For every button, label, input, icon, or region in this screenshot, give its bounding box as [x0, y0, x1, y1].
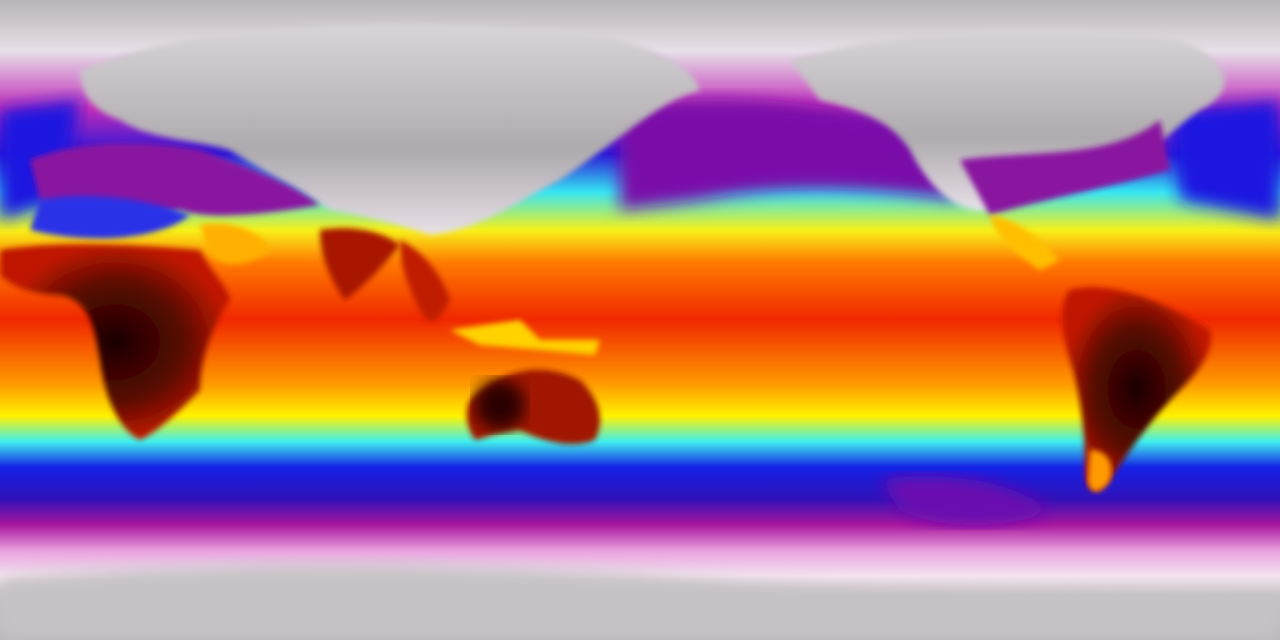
- southeast-asia-landmass: [400, 240, 450, 321]
- patagonia-region: [1088, 450, 1112, 492]
- southern-ocean-swirl: [880, 476, 1050, 525]
- india-landmass: [320, 228, 400, 300]
- arabia-landmass: [200, 223, 270, 265]
- australia-hot-core: [475, 380, 525, 430]
- indonesia-islands: [450, 320, 600, 355]
- africa-landmass: [0, 244, 230, 440]
- usa-region: [960, 120, 1170, 215]
- north-pacific-cold-region: [620, 99, 960, 210]
- mexico-region: [990, 215, 1060, 270]
- europe-warm-region: [30, 195, 190, 239]
- antarctica-landmass: [0, 564, 1280, 640]
- eurasia-landmass: [80, 24, 700, 236]
- south-america-landmass: [1062, 287, 1211, 491]
- north-atlantic-cold-region-east: [1170, 100, 1280, 220]
